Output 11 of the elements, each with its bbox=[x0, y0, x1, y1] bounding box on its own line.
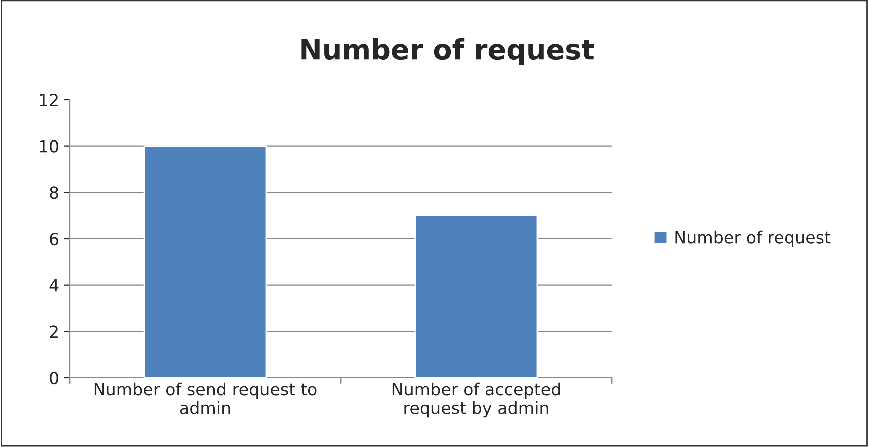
y-tick-label: 4 bbox=[50, 280, 59, 292]
x-tick-label: Number of send request to admin bbox=[94, 382, 317, 414]
y-tick-label: 0 bbox=[50, 372, 58, 385]
y-tick-label: 10 bbox=[40, 140, 58, 153]
y-tick-label: 6 bbox=[50, 232, 59, 246]
y-tick-label: 12 bbox=[40, 94, 58, 106]
y-tick-label: 2 bbox=[50, 326, 58, 338]
y-tick-label: 8 bbox=[50, 186, 58, 200]
x-tick-label: Number of accepted request by admin bbox=[392, 382, 560, 418]
chart-title: Number of request bbox=[302, 38, 594, 66]
legend-label: Number of request bbox=[676, 230, 831, 248]
